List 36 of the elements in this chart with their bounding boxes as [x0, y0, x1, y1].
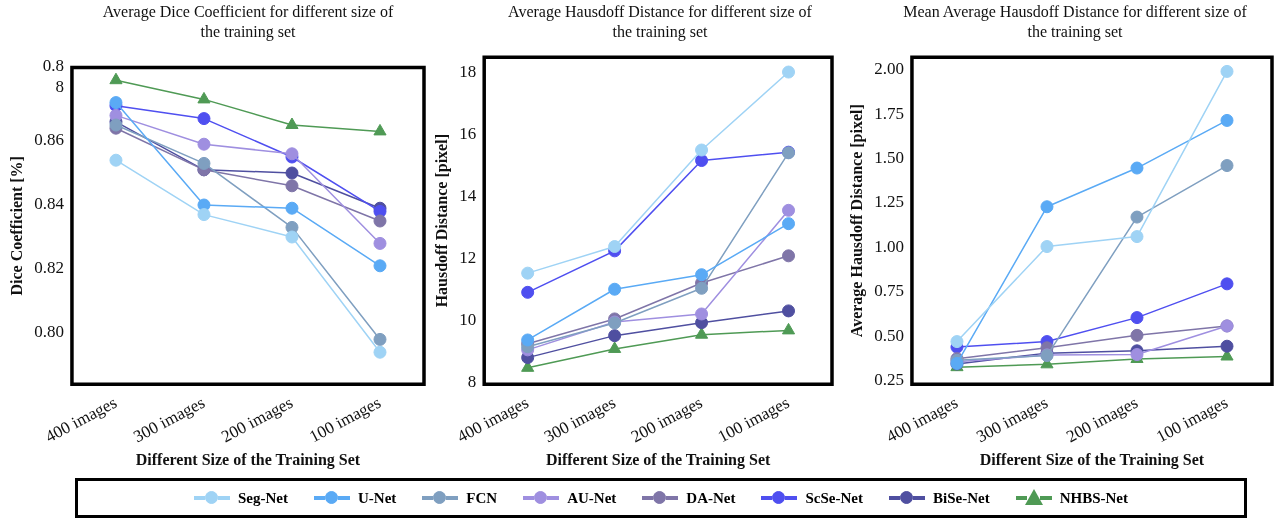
y-tick-label: 18 — [459, 62, 477, 82]
y-tick-label: 0.82 — [34, 258, 64, 278]
y-tick-label: 0.80 — [34, 322, 64, 342]
y-tick-label: 12 — [459, 247, 477, 267]
y-tick-label: 1.50 — [874, 147, 904, 167]
y-tick-label: 0.50 — [874, 325, 904, 345]
chart-title: Average Dice Coefficient for different size of the training set — [101, 2, 395, 42]
y-tick-label: 1.00 — [874, 236, 904, 256]
y-tick-label: 0.75 — [874, 281, 904, 301]
legend-label: Seg-Net — [238, 489, 289, 507]
y-axis-title: Average Hausdoff Distance [pixel] — [847, 104, 866, 338]
y-tick-label: 10 — [459, 309, 477, 329]
y-tick-label: 14 — [459, 185, 477, 205]
y-tick-label: 0.86 — [34, 130, 64, 150]
x-axis-title: Different Size of the Training Set — [979, 450, 1205, 469]
y-tick-label: 0.8 8 — [42, 56, 64, 96]
y-tick-label: 8 — [467, 371, 477, 391]
y-tick-label: 0.84 — [34, 194, 65, 214]
legend-label: BiSe-Net — [932, 489, 990, 507]
y-axis-title: Hausdoff Distance [pixel] — [432, 134, 451, 308]
y-tick-label: 1.75 — [874, 103, 904, 123]
y-tick-label: 0.25 — [874, 369, 904, 389]
x-axis-title: Different Size of the Training Set — [135, 450, 361, 469]
x-axis-title: Different Size of the Training Set — [545, 450, 771, 469]
legend-label: DA-Net — [686, 489, 736, 507]
y-tick-label: 1.25 — [874, 192, 904, 212]
chart-title: Average Hausdoff Distance for different size of the training set — [507, 2, 813, 42]
legend-label: ScSe-Net — [805, 489, 863, 507]
chart-title: Mean Average Hausdoff Distance for different size of the training set — [902, 2, 1248, 42]
y-tick-label: 16 — [459, 124, 477, 144]
legend-label: U-Net — [358, 489, 397, 507]
legend-label: NHBS-Net — [1059, 489, 1128, 507]
legend-label: FCN — [466, 489, 498, 507]
y-tick-label: 2.00 — [874, 59, 904, 79]
y-axis-title: Dice Coefficient [%] — [7, 156, 25, 296]
legend-label: AU-Net — [567, 489, 617, 507]
